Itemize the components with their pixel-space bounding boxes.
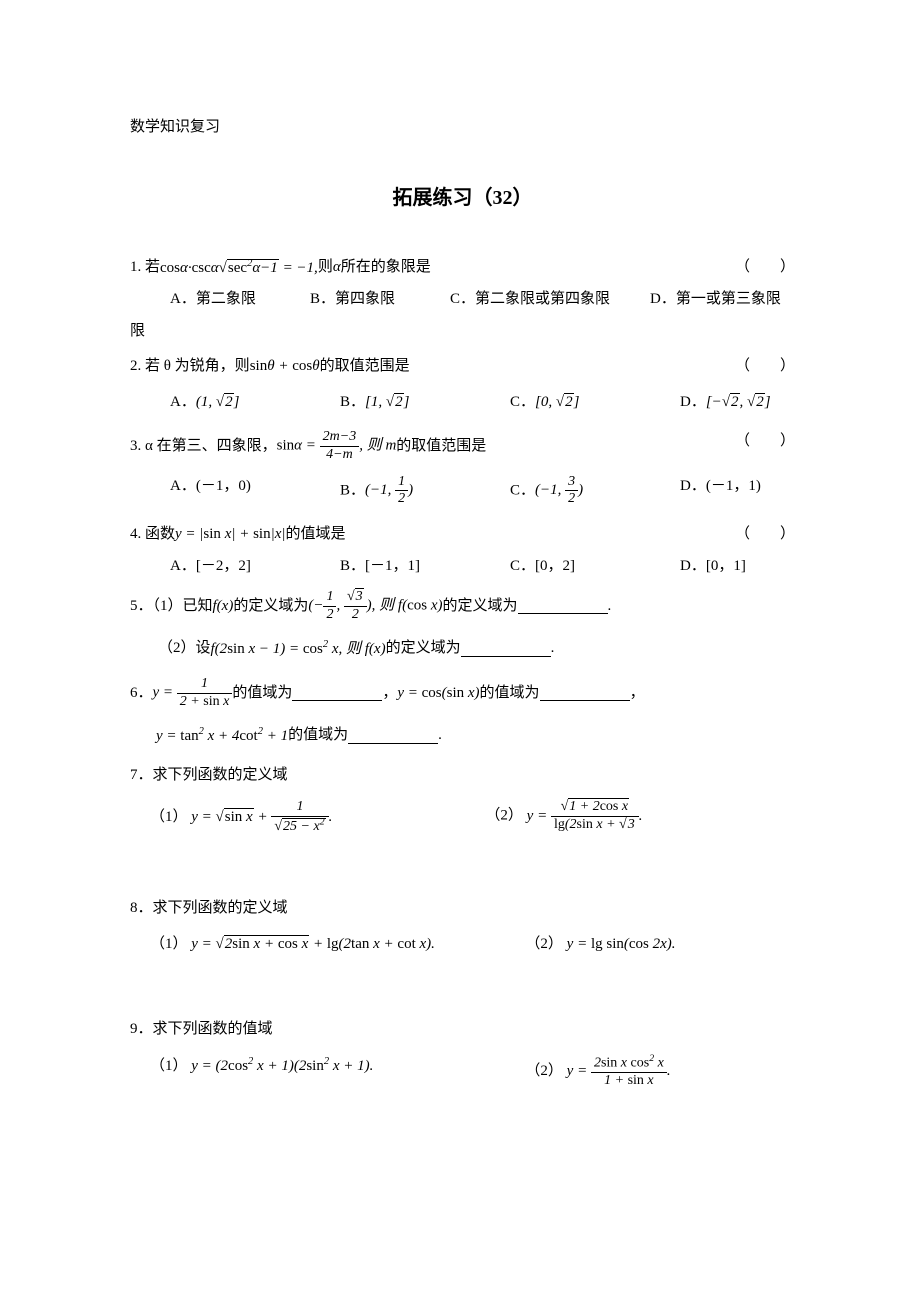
question-5: 5．（1）已知 f(x) 的定义域为 (−12, 32), 则 f(cos x)…: [130, 589, 795, 662]
q2-formula: sinθ + cosθ: [250, 354, 320, 380]
q5-p2-blank: [461, 642, 551, 657]
q5-p1-mid: 的定义域为: [233, 594, 308, 620]
q4-stem-pre: 4. 函数: [130, 522, 175, 548]
q1-opt-a: A．第二象限: [170, 287, 310, 313]
q6-r2: 的值域为: [480, 681, 540, 707]
q1-stem-pre: 1. 若: [130, 255, 160, 281]
question-9: 9．求下列函数的值域 （1） y = (2cos2 x + 1)(2sin2 x…: [130, 1017, 795, 1090]
q9-stem: 9．求下列函数的值域: [130, 1017, 795, 1043]
q2-opt-d: D．[−2, 2]: [680, 390, 771, 416]
page-title: 拓展练习（32）: [130, 181, 795, 215]
q4-stem-post: 的值域是: [286, 522, 346, 548]
q6-blank2: [540, 686, 630, 701]
q5-p1-blank: [518, 599, 608, 614]
q2-opt-b: B．[1, 2]: [340, 390, 510, 416]
q8-part2: （2） y = lg sin(cos 2x).: [485, 932, 795, 958]
q7-stem: 7．求下列函数的定义域: [130, 763, 795, 789]
question-2: 2. 若 θ 为锐角，则 sinθ + cosθ 的取值范围是 （ ） A．(1…: [130, 354, 795, 415]
q6-f3: y = tan2 x + 4cot2 + 1: [156, 723, 288, 750]
q2-opt-c: C．[0, 2]: [510, 390, 680, 416]
q3-opt-c: C．(−1, 32): [510, 474, 680, 509]
q1-opt-d: D．第一或第三象限: [650, 287, 781, 313]
q4-paren: （ ）: [735, 522, 795, 548]
q1-stem-post: 所在的象限是: [341, 255, 431, 281]
q5-p2-f: f(2sin x − 1) = cos2 x, 则 f(x): [211, 636, 386, 663]
q3-paren: （ ）: [735, 429, 795, 455]
q9-f2: y = 2sin x cos2 x1 + sin x.: [567, 1063, 671, 1079]
q7-f2: y = 1 + 2cos xlg(2sin x + 3.: [527, 808, 643, 824]
q3-formula: sinα = 2m−34−m, 则 m: [277, 429, 397, 464]
q1-opt-d-tail: 限: [130, 319, 795, 345]
question-6: 6． y = 12 + sin x 的值域为 ， y = cos(sin x) …: [130, 676, 795, 749]
q5-p1-interval: (−12, 32), 则 f(cos x): [308, 589, 442, 624]
q9-f1: y = (2cos2 x + 1)(2sin2 x + 1).: [191, 1058, 373, 1074]
q1-opt-b: B．第四象限: [310, 287, 450, 313]
q5-p2-post: 的定义域为: [386, 636, 461, 662]
q2-stem-post: 的取值范围是: [320, 354, 410, 380]
q6-r3: 的值域为: [288, 723, 348, 749]
q2-paren: （ ）: [735, 354, 795, 380]
question-8: 8．求下列函数的定义域 （1） y = 2sin x + cos x + lg(…: [130, 896, 795, 957]
q1-mid: 则α: [318, 255, 341, 281]
question-7: 7．求下列函数的定义域 （1） y = sin x + 125 − x2. （2…: [130, 763, 795, 836]
q8-part1: （1） y = 2sin x + cos x + lg(2tan x + cot…: [150, 932, 460, 958]
q5-p2-pre: （2）设: [158, 636, 211, 662]
q7-f1: y = sin x + 125 − x2.: [191, 809, 332, 825]
q2-opt-a: A．(1, 2]: [170, 390, 340, 416]
q1-opt-c: C．第二象限或第四象限: [450, 287, 650, 313]
q4-opt-d: D．[0，1]: [680, 554, 746, 580]
q6-blank3: [348, 729, 438, 744]
q6-blank1: [292, 686, 382, 701]
page-header: 数学知识复习: [130, 115, 795, 141]
q5-p1-post: 的定义域为: [443, 594, 518, 620]
q3-stem-post: 的取值范围是: [396, 434, 486, 460]
q6-pre: 6．: [130, 681, 153, 707]
question-3: 3. α 在第三、四象限， sinα = 2m−34−m, 则 m 的取值范围是…: [130, 429, 795, 508]
q6-f2: y = cos(sin x): [397, 681, 479, 707]
q1-formula: cosα·cscαsec2α−1 = −1,: [160, 255, 318, 282]
q7-part2: （2） y = 1 + 2cos xlg(2sin x + 3.: [485, 799, 795, 836]
q7-part1: （1） y = sin x + 125 − x2.: [150, 799, 460, 836]
q4-opt-c: C．[0，2]: [510, 554, 680, 580]
q3-opt-d: D．(－1，1): [680, 474, 761, 509]
q3-stem-pre: 3. α 在第三、四象限，: [130, 434, 277, 460]
q9-part1: （1） y = (2cos2 x + 1)(2sin2 x + 1).: [150, 1053, 460, 1090]
question-1: 1. 若 cosα·cscαsec2α−1 = −1, 则α 所在的象限是 （ …: [130, 255, 795, 345]
q1-paren: （ ）: [735, 255, 795, 281]
q5-p1-pre: 5．（1）已知: [130, 594, 213, 620]
q6-r1: 的值域为: [232, 681, 292, 707]
q4-opt-a: A．[－2，2]: [170, 554, 340, 580]
q6-f1: y = 12 + sin x: [153, 676, 233, 711]
q8-f2: y = lg sin(cos 2x).: [567, 936, 676, 952]
q3-opt-b: B．(−1, 12): [340, 474, 510, 509]
q5-p1-f1: f(x): [213, 594, 234, 620]
q8-f1: y = 2sin x + cos x + lg(2tan x + cot x).: [191, 936, 435, 952]
q4-formula: y = |sin x| + sin|x|: [175, 522, 286, 548]
q4-opt-b: B．[－1，1]: [340, 554, 510, 580]
q2-stem-pre: 2. 若 θ 为锐角，则: [130, 354, 250, 380]
question-4: 4. 函数 y = |sin x| + sin|x| 的值域是 （ ） A．[－…: [130, 522, 795, 579]
q9-part2: （2） y = 2sin x cos2 x1 + sin x.: [485, 1053, 795, 1090]
q8-stem: 8．求下列函数的定义域: [130, 896, 795, 922]
q3-opt-a: A．(－1，0): [170, 474, 340, 509]
